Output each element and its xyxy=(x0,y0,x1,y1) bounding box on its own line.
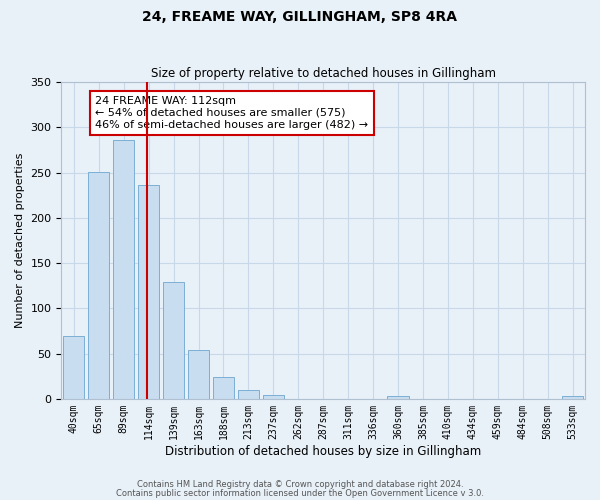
Bar xyxy=(88,172,109,399)
Y-axis label: Number of detached properties: Number of detached properties xyxy=(15,153,25,328)
Text: Contains HM Land Registry data © Crown copyright and database right 2024.: Contains HM Land Registry data © Crown c… xyxy=(137,480,463,489)
Bar xyxy=(138,185,159,399)
Bar xyxy=(388,396,409,399)
Text: 24 FREAME WAY: 112sqm
← 54% of detached houses are smaller (575)
46% of semi-det: 24 FREAME WAY: 112sqm ← 54% of detached … xyxy=(95,96,368,130)
Bar xyxy=(63,336,85,399)
Bar xyxy=(562,396,583,399)
Bar xyxy=(163,282,184,399)
Text: 24, FREAME WAY, GILLINGHAM, SP8 4RA: 24, FREAME WAY, GILLINGHAM, SP8 4RA xyxy=(143,10,458,24)
Bar xyxy=(113,140,134,399)
Text: Contains public sector information licensed under the Open Government Licence v : Contains public sector information licen… xyxy=(116,488,484,498)
Bar xyxy=(188,350,209,399)
X-axis label: Distribution of detached houses by size in Gillingham: Distribution of detached houses by size … xyxy=(165,444,481,458)
Title: Size of property relative to detached houses in Gillingham: Size of property relative to detached ho… xyxy=(151,66,496,80)
Bar xyxy=(238,390,259,399)
Bar xyxy=(213,377,234,399)
Bar xyxy=(263,395,284,399)
